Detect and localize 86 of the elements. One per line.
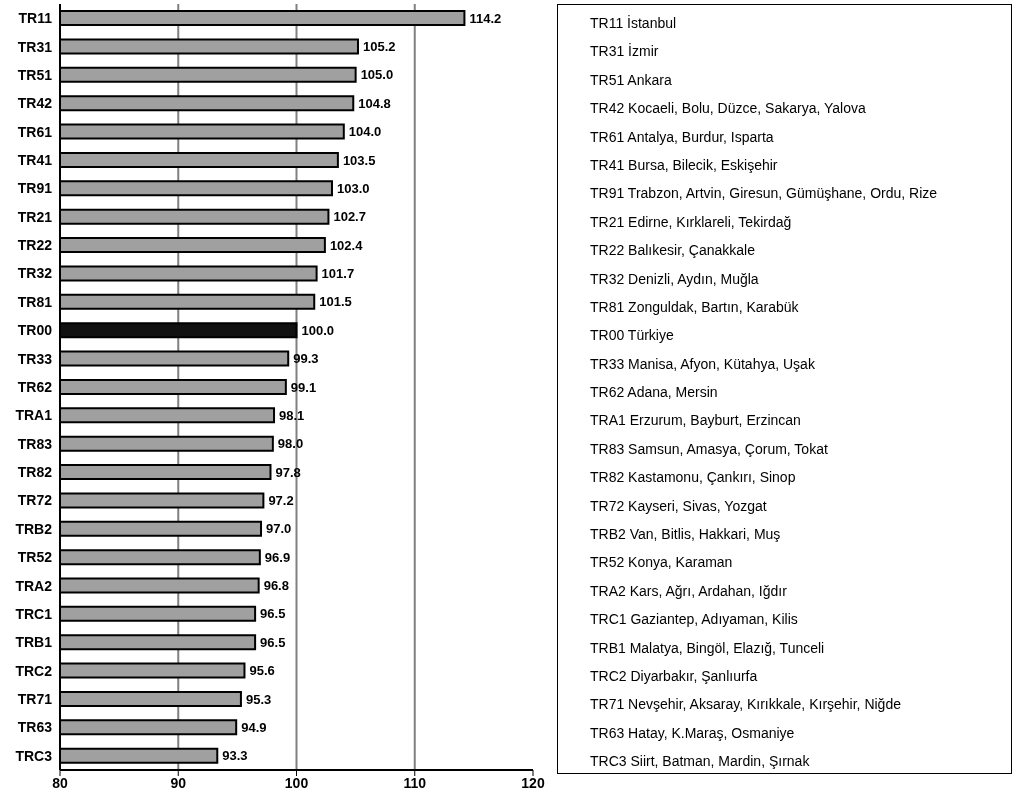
text: TR62 Adana, Mersin: [590, 383, 719, 403]
data-label: 96.5: [260, 606, 286, 622]
data-label: 102.7: [333, 209, 366, 225]
text: TR72 Kayseri, Sivas, Yozgat: [590, 496, 768, 516]
text: TRA1 Erzurum, Bayburt, Erzincan: [590, 411, 802, 431]
y-tick-label: TR82: [17, 464, 53, 481]
x-tick-label: 80: [52, 774, 68, 791]
y-tick-label: TR11: [18, 10, 53, 27]
data-label: 101.7: [321, 266, 355, 282]
data-label: 96.9: [264, 549, 291, 565]
text: TR32 Denizli, Aydın, Muğla: [590, 269, 760, 289]
data-label: 97.8: [275, 464, 301, 480]
y-tick-label: TR31: [17, 38, 53, 55]
data-label: 99.3: [293, 351, 319, 367]
text: TR52 Konya, Karaman: [590, 553, 734, 573]
y-tick-label: TR51: [17, 66, 53, 83]
text: TR11 İstanbul: [590, 14, 678, 33]
text: TR82 Kastamonu, Çankırı, Sinop: [590, 468, 797, 488]
y-tick-label: TR81: [17, 293, 53, 310]
text: TR22 Balıkesir, Çanakkale: [590, 241, 756, 261]
x-tick-label: 100: [284, 774, 309, 791]
data-label: 95.3: [245, 691, 272, 707]
y-tick-label: TR33: [17, 350, 53, 367]
y-tick-label: TRA1: [15, 407, 53, 424]
y-tick-label: TR00: [17, 322, 53, 339]
text: TR83 Samsun, Amasya, Çorum, Tokat: [590, 439, 829, 459]
data-label: 102.4: [329, 237, 364, 253]
text: TR63 Hatay, K.Maraş, Osmaniye: [590, 723, 796, 743]
x-tick-label: 90: [170, 774, 187, 791]
data-label: 104.0: [348, 124, 382, 140]
text: TRC1 Gaziantep, Adıyaman, Kilis: [590, 610, 799, 630]
y-tick-label: TR72: [17, 492, 53, 509]
data-label: 94.9: [241, 719, 267, 735]
text: TR42 Kocaeli, Bolu, Düzce, Sakarya, Yalova: [590, 99, 867, 119]
data-label: 104.8: [358, 95, 391, 111]
data-label: 96.8: [263, 578, 289, 594]
text: TR41 Bursa, Bilecik, Eskişehir: [590, 155, 779, 175]
text: TR21 Edirne, Kırklareli, Tekirdağ: [590, 212, 793, 232]
y-tick-label: TR41: [17, 152, 53, 169]
data-label: 93.3: [222, 748, 248, 764]
y-tick-label: TRC3: [15, 747, 53, 764]
x-tick-label: 120: [521, 774, 545, 791]
text: TRC3 Siirt, Batman, Mardin, Şırnak: [590, 752, 811, 772]
y-tick-label: TRC1: [15, 605, 53, 622]
text: TR33 Manisa, Afyon, Kütahya, Uşak: [590, 354, 816, 374]
data-label: 97.2: [268, 493, 294, 508]
y-tick-label: TRA2: [15, 577, 53, 594]
text: TR71 Nevşehir, Aksaray, Kırıkkale, Kırşehir, Niğde: [590, 695, 902, 715]
data-label: 98.1: [279, 407, 305, 423]
y-tick-label: TR71: [17, 691, 53, 708]
data-label: 95.6: [249, 663, 275, 679]
text: TRC2 Diyarbakır, Şanlıurfa: [590, 667, 759, 686]
data-label: 99.1: [290, 379, 317, 395]
data-label: 101.5: [319, 294, 352, 310]
y-tick-label: TR63: [17, 719, 53, 736]
text: TR81 Zonguldak, Bartın, Karabük: [590, 297, 800, 317]
data-label: 105.2: [362, 39, 396, 55]
data-label: 105.0: [360, 67, 394, 83]
text: TRB2 Van, Bitlis, Hakkari, Muş: [590, 525, 782, 545]
data-label: 103.0: [336, 180, 370, 196]
y-tick-label: TR52: [17, 549, 53, 566]
y-tick-label: TR21: [17, 208, 53, 225]
data-label: 96.5: [260, 634, 286, 650]
data-label: 100.0: [301, 322, 335, 338]
text: TRB1 Malatya, Bingöl, Elazığ, Tunceli: [590, 638, 826, 658]
y-tick-label: TR61: [17, 123, 53, 140]
data-label: 97.0: [266, 521, 292, 537]
text: TR61 Antalya, Burdur, Isparta: [590, 127, 775, 147]
y-tick-label: TR32: [17, 265, 53, 282]
y-tick-label: TR22: [17, 237, 53, 254]
text: TR91 Trabzon, Artvin, Giresun, Gümüşhane, Ordu, Rize: [590, 184, 939, 204]
y-tick-label: TR42: [17, 95, 53, 112]
data-label: 103.5: [342, 152, 376, 168]
x-tick-label: 110: [403, 774, 427, 791]
text: TR51 Ankara: [590, 70, 673, 90]
data-label: 98.0: [277, 436, 304, 452]
y-tick-label: TR62: [17, 378, 53, 395]
y-tick-label: TRC2: [15, 662, 53, 679]
text: TR00 Türkiye: [590, 326, 675, 346]
text: TR31 İzmir: [590, 42, 660, 62]
y-tick-label: TR91: [17, 180, 53, 197]
text: TRA2 Kars, Ağrı, Ardahan, Iğdır: [590, 581, 788, 601]
y-tick-label: TRB2: [15, 520, 53, 537]
y-tick-label: TR83: [17, 435, 53, 452]
data-label: 114.2: [469, 10, 502, 26]
y-tick-label: TRB1: [15, 634, 53, 651]
